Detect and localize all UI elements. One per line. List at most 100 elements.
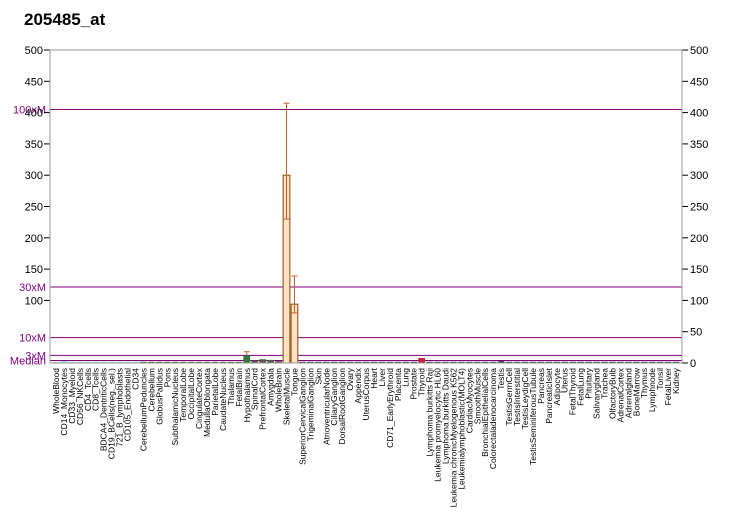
bar [617,361,624,363]
bar [378,361,386,363]
left-tick-label: 100 [25,295,43,307]
category-label: Hypothalamus [242,368,252,422]
category-label: PancreaticIslet [544,367,554,423]
bar [147,361,155,363]
left-tick-label: 300 [25,170,43,182]
bars [52,102,680,364]
bar [577,361,585,363]
bar [648,361,656,363]
bar [450,361,457,363]
reference-line-label: 10xM [19,333,46,345]
bar [52,361,60,363]
bar [370,361,378,363]
bar [664,361,672,363]
category-label: Thalamus [226,368,236,405]
bar [124,361,131,363]
bar [569,361,577,363]
right-tick-label: 0 [690,358,696,370]
bar [275,361,282,363]
chart-title: 205485_at [24,10,106,29]
bar [243,355,251,363]
category-label: BronchialEpithelialCells [480,368,490,457]
bar [609,361,616,363]
category-label: Testis [496,368,506,390]
category-label: SpinalCord [250,368,260,410]
right-tick-label: 250 [690,202,708,214]
category-label: CD33_Myeloid [67,368,77,424]
category-label: CaudateNucleus [218,368,228,431]
category-label: TemporalLobe [178,368,188,422]
bar [330,361,338,363]
bar [362,361,370,363]
category-label: Thymus [639,368,649,398]
category-label: CD71_EarlyErythroid [385,368,395,448]
bar [513,361,521,363]
category-label: CerebellumPeduncles [138,368,148,451]
category-label: Ovary [345,367,355,390]
category-label: Adipocyte [552,368,562,406]
category-label: TrigeminalGanglion [305,368,315,442]
bar [489,361,497,363]
category-label: GlobusPallidus [154,368,164,425]
reference-line-label: 3xM [25,350,46,362]
right-tick-label: 150 [690,264,708,276]
bar [251,360,259,363]
bar [267,359,274,363]
bar [465,361,473,363]
bar [386,361,394,363]
bar [553,361,561,363]
category-label: CD19_BCells(neg._sel.) [107,368,117,459]
bar [585,361,592,363]
bar [473,361,481,363]
bar [132,361,139,363]
category-label: Trachea [599,368,609,399]
bar [593,361,600,363]
category-label: 721_B_lymphoblasts [115,368,125,447]
category-label: Lung [401,368,411,387]
category-label: FetalThyroid [568,368,578,416]
bar [155,361,163,363]
bar [624,361,632,363]
category-label: OccipitalLobe [186,368,196,420]
category-label: Cerebellum [146,368,156,411]
bar [656,361,664,363]
category-label: WholeBlood [51,368,61,414]
category-label: Leukemia promyelocytic HL60 [433,368,443,482]
category-label: Pons [162,368,172,387]
bar [187,361,195,363]
bar [108,361,115,363]
right-tick-label: 500 [690,45,708,57]
bar [632,361,640,363]
left-tick-label: 200 [25,233,43,245]
bar [92,361,100,363]
category-label: BDCA4_DentriticCells [99,368,109,451]
reference-line-label: 30xM [19,282,46,294]
bar [672,361,680,363]
category-label: CD105_Endothelial [123,368,133,441]
category-label: TestisGermCell [504,368,514,426]
right-tick-label: 50 [690,327,702,339]
bar [545,361,553,363]
category-label: Leukemialymphoblastic(MOLT4) [456,368,466,490]
category-label: Pancreas [536,368,546,404]
category-label: SmoothMuscle [472,368,482,424]
right-tick-label: 100 [690,295,708,307]
bar [235,361,243,363]
bar [163,361,171,363]
category-label: Appendix [353,367,363,403]
category-label: CiliaryGanglion [329,368,339,426]
category-label: CD56_NKCells [75,368,85,425]
bar [601,361,608,363]
bar [179,361,187,363]
bar [529,361,537,363]
category-label: FetalBrain [234,368,244,407]
bar [497,361,505,363]
bar [394,361,402,363]
category-label: BoneMarrow [631,367,641,416]
bar [521,361,529,363]
category-label: SuperiorCervicalGanglion [297,368,307,465]
category-label: WholeBrain [274,368,284,412]
right-tick-label: 450 [690,76,708,88]
bar [84,361,92,363]
